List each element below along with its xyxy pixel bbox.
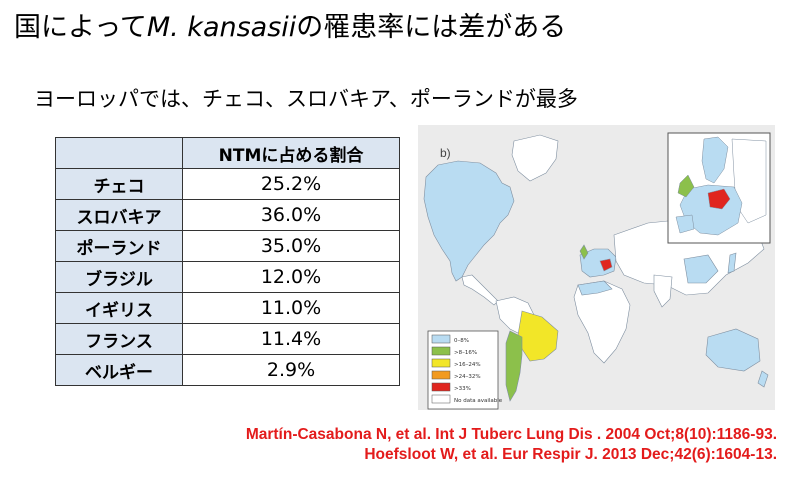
value-cell: 35.0% — [182, 230, 400, 262]
slide-title: 国によってM. kansasiiの罹患率には差がある — [14, 10, 566, 46]
inset-poland-czech-slovakia — [707, 188, 731, 210]
reference-2: Hoefsloot W, et al. Eur Respir J. 2013 D… — [364, 446, 777, 463]
reference-1: Martín-Casabona N, et al. Int J Tuberc L… — [245, 426, 777, 443]
map-argentina — [505, 330, 523, 402]
legend-label: >24–32% — [454, 374, 481, 380]
value-cell: 36.0% — [182, 199, 400, 231]
inset-uk — [677, 174, 695, 198]
table-corner-cell — [55, 137, 183, 169]
title-suffix: の罹患率には差がある — [296, 12, 567, 43]
legend-swatch — [431, 334, 451, 344]
references: Martín-Casabona N, et al. Int J Tuberc L… — [246, 425, 777, 465]
table-row: スロバキア 36.0% — [55, 199, 400, 231]
country-cell: ポーランド — [55, 230, 183, 262]
table-row: ポーランド 35.0% — [55, 230, 400, 262]
inset-iberia — [675, 214, 695, 234]
country-cell: ブラジル — [55, 261, 183, 293]
table-row: チェコ 25.2% — [55, 168, 400, 200]
title-species: M. kansasii — [146, 12, 297, 43]
map-north-america — [423, 160, 515, 282]
table-row: イギリス 11.0% — [55, 292, 400, 324]
legend-label: >8–16% — [454, 350, 477, 356]
map-australia — [705, 328, 761, 372]
table-row: ブラジル 12.0% — [55, 261, 400, 293]
legend-swatch — [431, 394, 451, 404]
legend-label: >33% — [454, 386, 471, 392]
map-new-zealand — [757, 370, 769, 388]
value-cell: 2.9% — [182, 354, 400, 386]
country-cell: イギリス — [55, 292, 183, 324]
value-cell: 11.4% — [182, 323, 400, 355]
map-india — [653, 274, 673, 308]
legend-swatch — [431, 370, 451, 380]
value-cell: 12.0% — [182, 261, 400, 293]
map-uk — [579, 244, 589, 260]
country-cell: スロバキア — [55, 199, 183, 231]
map-greenland — [511, 134, 559, 182]
title-prefix: 国によって — [14, 12, 147, 43]
legend-label: 0–8% — [454, 338, 469, 344]
value-cell: 11.0% — [182, 292, 400, 324]
country-cell: ベルギー — [55, 354, 183, 386]
map-brazil — [517, 310, 559, 362]
map-africa — [573, 280, 631, 364]
country-cell: フランス — [55, 323, 183, 355]
value-cell: 25.2% — [182, 168, 400, 200]
legend-swatch — [431, 358, 451, 368]
world-map: b) 0–8% >8–16% >16–24% >24–32% >33% No d… — [423, 132, 771, 410]
map-east-asia — [683, 254, 719, 284]
map-panel-label: b) — [440, 146, 451, 160]
map-europe — [579, 248, 617, 278]
table-header-row: NTMに占める割合 — [55, 137, 400, 169]
table-row: フランス 11.4% — [55, 323, 400, 355]
world-map-figure: b) 0–8% >8–16% >16–24% >24–32% >33% No d… — [418, 125, 775, 410]
rate-table: NTMに占める割合 チェコ 25.2% スロバキア 36.0% ポーランド 35… — [55, 137, 400, 386]
table-header-cell: NTMに占める割合 — [182, 137, 400, 169]
legend-label: >16–24% — [454, 362, 481, 368]
map-japan — [727, 252, 737, 274]
legend-label: No data available — [454, 398, 503, 404]
slide-subtitle: ヨーロッパでは、チェコ、スロバキア、ポーランドが最多 — [34, 87, 578, 111]
map-central-america — [461, 274, 499, 306]
country-cell: チェコ — [55, 168, 183, 200]
inset-scandinavia — [701, 136, 729, 184]
map-north-africa — [577, 280, 613, 296]
table-row: ベルギー 2.9% — [55, 354, 400, 386]
legend-swatch — [431, 346, 451, 356]
legend-swatch — [431, 382, 451, 392]
map-central-europe — [599, 258, 613, 272]
